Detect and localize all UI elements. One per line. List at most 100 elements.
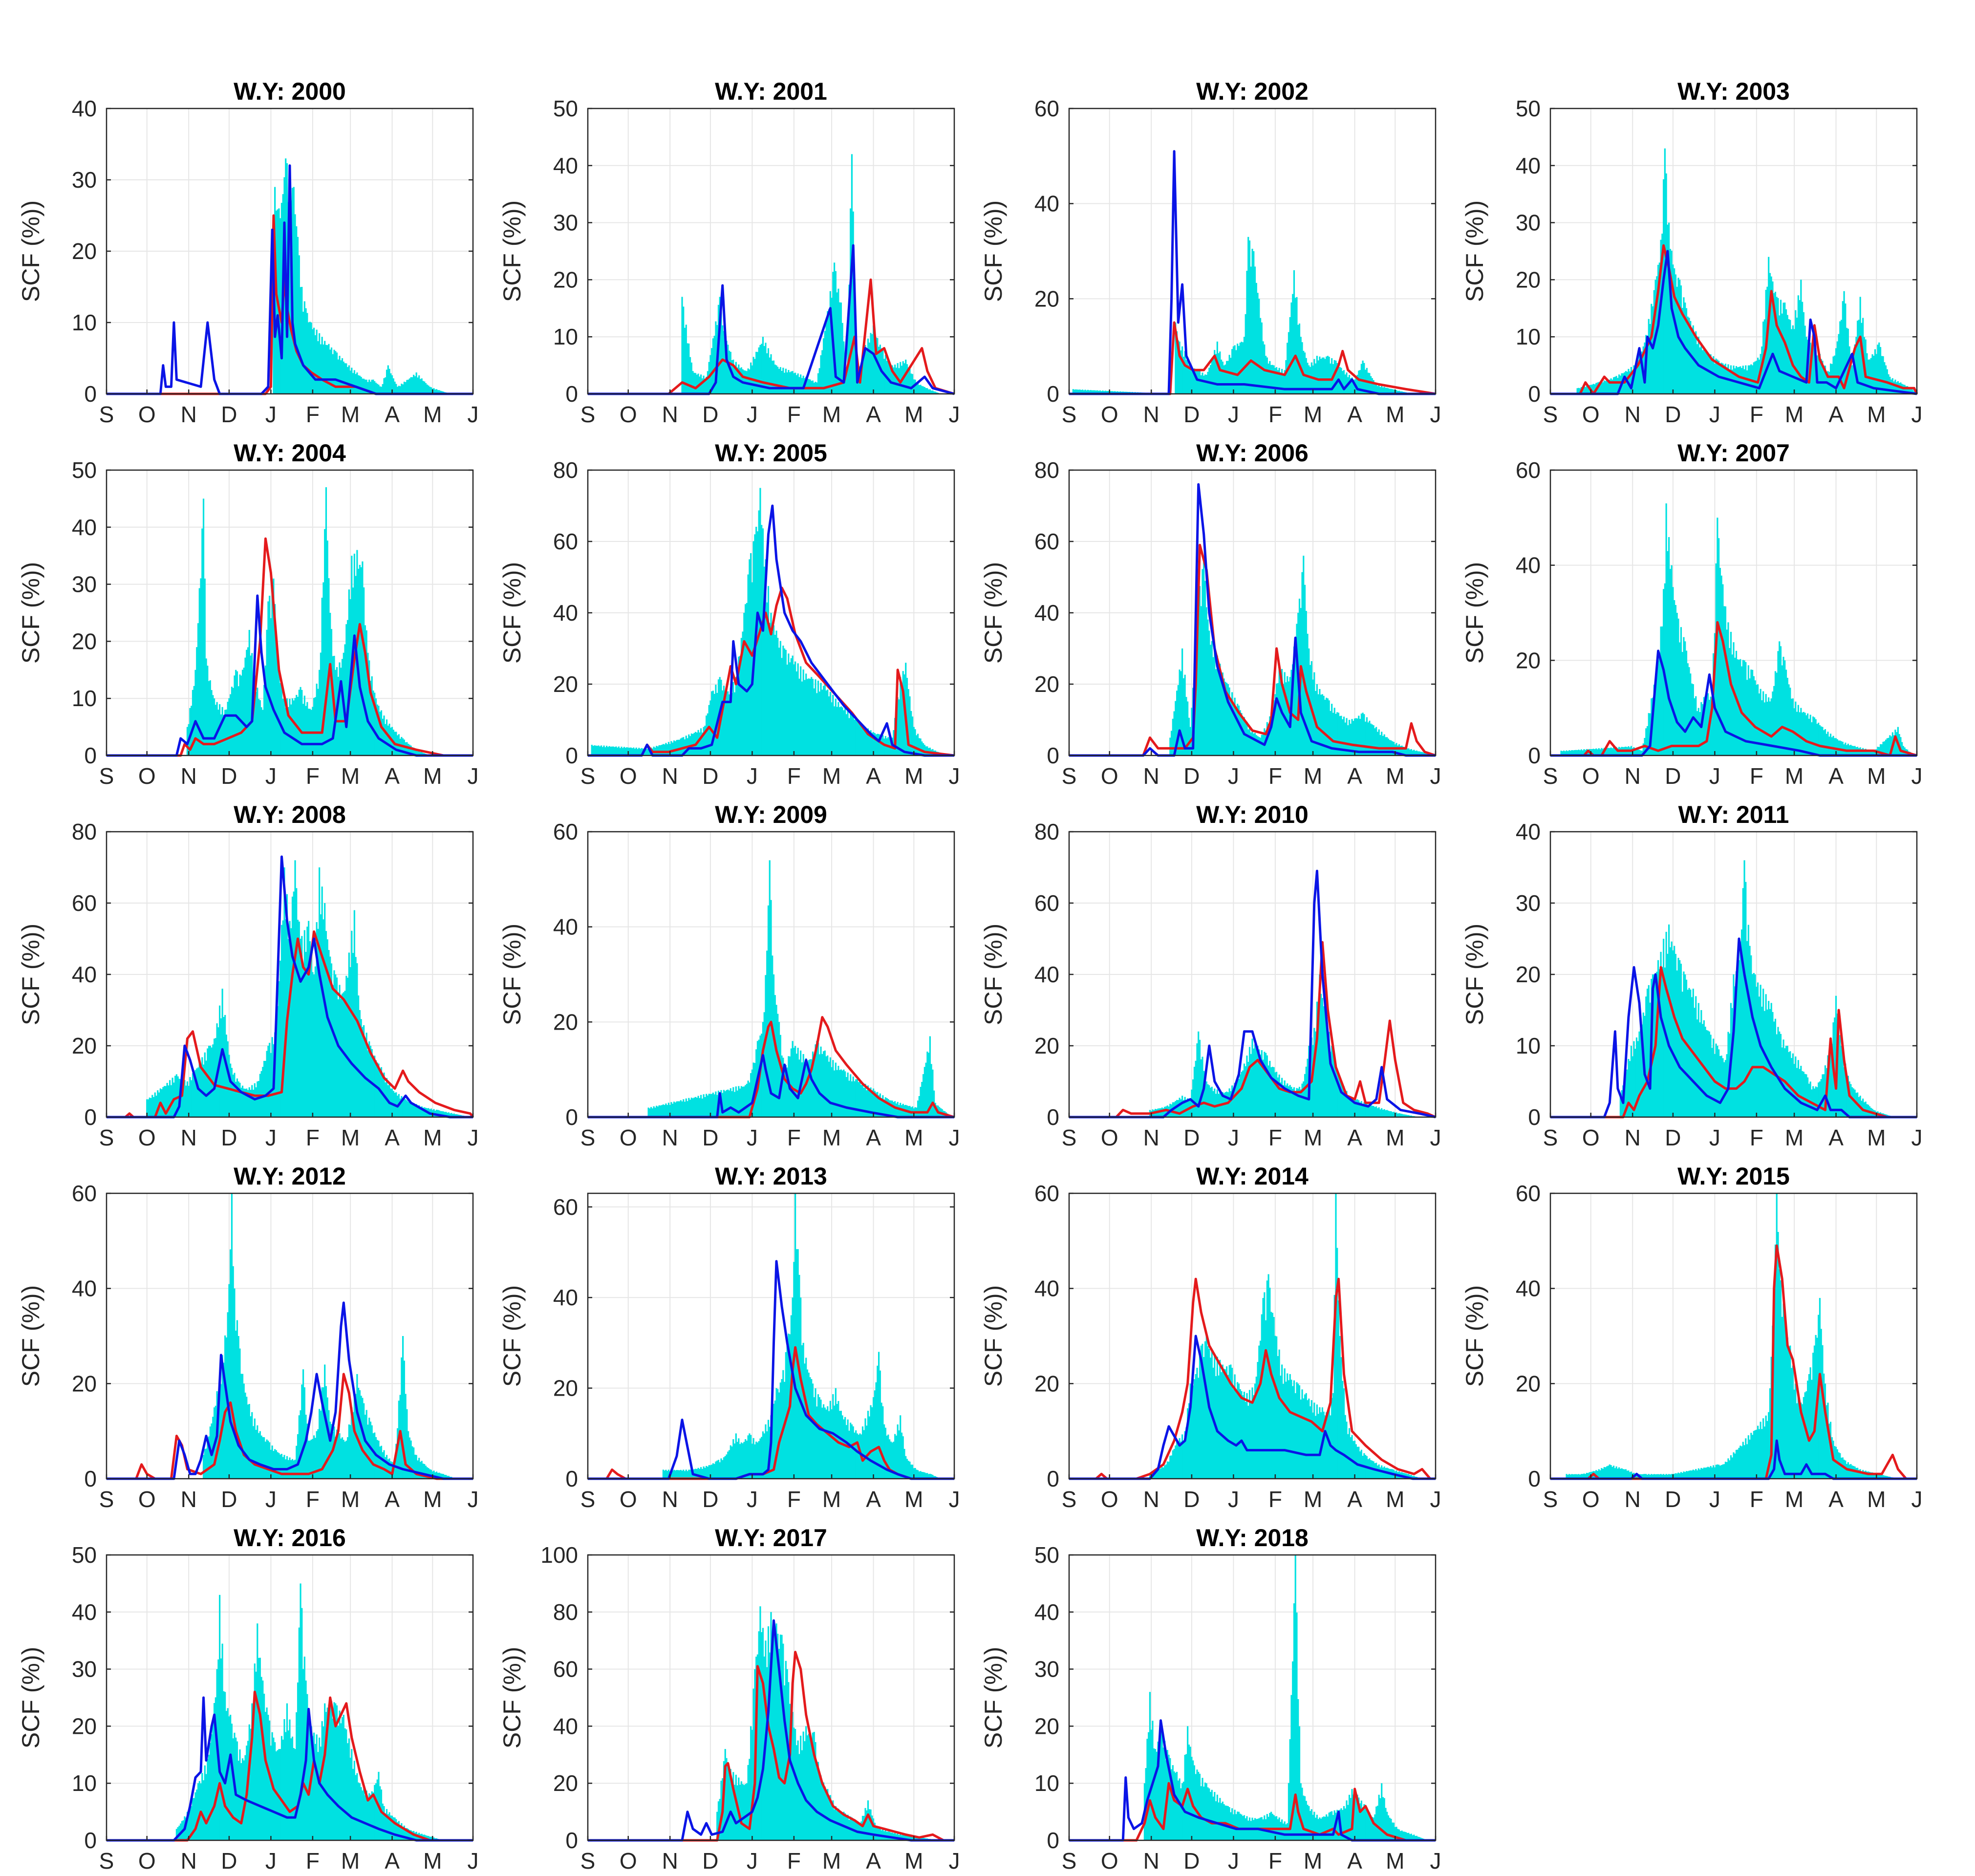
- scf-bar: [782, 1643, 784, 1840]
- scf-bar: [1227, 361, 1229, 394]
- scf-bar: [1638, 1031, 1640, 1117]
- scf-bar: [1789, 688, 1791, 755]
- scf-bar: [1383, 1798, 1385, 1840]
- scf-bar: [1726, 629, 1728, 755]
- scf-bar: [1224, 682, 1226, 755]
- scf-bar: [368, 1793, 370, 1840]
- scf-bar: [833, 1405, 836, 1479]
- scf-bar: [680, 1469, 682, 1479]
- scf-bar: [1320, 1818, 1322, 1840]
- scf-bar: [762, 528, 764, 755]
- scf-bar: [290, 704, 292, 755]
- scf-bar: [1328, 1032, 1330, 1117]
- scf-bar: [1269, 1288, 1271, 1479]
- scf-bar: [596, 746, 598, 755]
- scf-bar: [415, 1104, 417, 1117]
- scf-bar: [348, 1738, 350, 1840]
- scf-bar: [778, 368, 780, 394]
- y-tick-label: 10: [553, 324, 578, 349]
- scf-bar: [411, 1103, 413, 1117]
- scf-bar: [790, 1048, 792, 1117]
- scf-bar: [1237, 1079, 1239, 1117]
- scf-bar: [723, 1457, 725, 1479]
- scf-bar: [889, 1439, 891, 1479]
- scf-bar: [1304, 1074, 1306, 1117]
- scf-bar: [716, 1811, 718, 1840]
- scf-bar: [1317, 1414, 1319, 1479]
- scf-bar: [1188, 365, 1190, 394]
- scf-bar: [293, 187, 295, 394]
- scf-bar: [1753, 972, 1755, 1117]
- scf-bar: [1665, 931, 1667, 1117]
- scf-bar: [1273, 365, 1275, 394]
- scf-bar: [1784, 302, 1786, 394]
- scf-bar: [378, 706, 380, 755]
- scf-bar: [1336, 363, 1338, 394]
- scf-bar: [367, 1800, 369, 1840]
- scf-bar: [1304, 1796, 1306, 1840]
- scf-bar: [1909, 387, 1911, 394]
- x-tick-label: A: [1347, 402, 1362, 427]
- scf-bar: [1740, 1446, 1743, 1479]
- x-tick-label: D: [221, 1848, 237, 1874]
- scf-bar: [399, 1099, 401, 1117]
- scf-bar: [1894, 379, 1896, 394]
- scf-bar: [251, 1412, 253, 1479]
- scf-bar: [918, 738, 920, 755]
- x-tick-label: S: [580, 1487, 596, 1512]
- scf-bar: [817, 1042, 819, 1117]
- scf-bar: [690, 1469, 692, 1479]
- scf-bar: [923, 387, 925, 394]
- scf-bar: [1403, 747, 1406, 755]
- scf-bar: [1192, 1385, 1194, 1479]
- scf-bar: [1406, 1833, 1408, 1840]
- scf-bar: [1304, 584, 1306, 755]
- scf-bar: [437, 390, 439, 394]
- scf-bar: [339, 662, 341, 755]
- y-tick-label: 80: [553, 457, 578, 483]
- scf-bar: [858, 722, 859, 755]
- scf-bar: [408, 378, 411, 394]
- scf-bar: [188, 1813, 190, 1840]
- scf-bar: [283, 867, 285, 1117]
- scf-bar: [815, 1388, 816, 1479]
- scf-bar: [1267, 1274, 1269, 1479]
- scf-bar: [1390, 1111, 1392, 1117]
- scf-bar: [399, 1825, 401, 1840]
- scf-bar: [1200, 375, 1202, 394]
- scf-bar: [358, 1387, 360, 1479]
- scf-bar: [1792, 325, 1794, 394]
- scf-bar: [1355, 1100, 1357, 1117]
- scf-bar: [1657, 960, 1659, 1117]
- scf-bar: [1250, 1821, 1252, 1840]
- scf-bar: [1317, 1003, 1319, 1117]
- scf-bar: [1277, 370, 1279, 394]
- scf-bar: [204, 1765, 206, 1840]
- scf-bar: [207, 1048, 209, 1117]
- scf-bar: [732, 682, 734, 755]
- y-axis-label: SCF (%)): [17, 200, 44, 302]
- scf-bar: [279, 960, 281, 1117]
- x-tick-label: D: [702, 763, 718, 789]
- scf-bar: [1290, 302, 1292, 394]
- scf-bar: [749, 1433, 751, 1479]
- scf-bar: [1351, 1435, 1353, 1479]
- x-tick-label: N: [662, 1125, 678, 1150]
- scf-bar: [1335, 713, 1337, 755]
- scf-bar: [1222, 361, 1224, 394]
- scf-bar: [1797, 705, 1799, 755]
- scf-bar: [213, 698, 215, 755]
- scf-bar: [362, 1398, 364, 1479]
- scf-bar: [612, 746, 614, 755]
- scf-bar: [435, 389, 438, 394]
- scf-bar: [736, 1442, 738, 1479]
- scf-bar: [1634, 1049, 1636, 1117]
- scf-bar: [332, 656, 334, 755]
- scf-bar: [1829, 733, 1832, 755]
- x-tick-label: M: [1785, 1125, 1803, 1150]
- scf-bar: [239, 1348, 241, 1479]
- scf-bar: [794, 1729, 796, 1840]
- scf-bar: [1184, 674, 1186, 755]
- scf-bar: [1216, 655, 1218, 755]
